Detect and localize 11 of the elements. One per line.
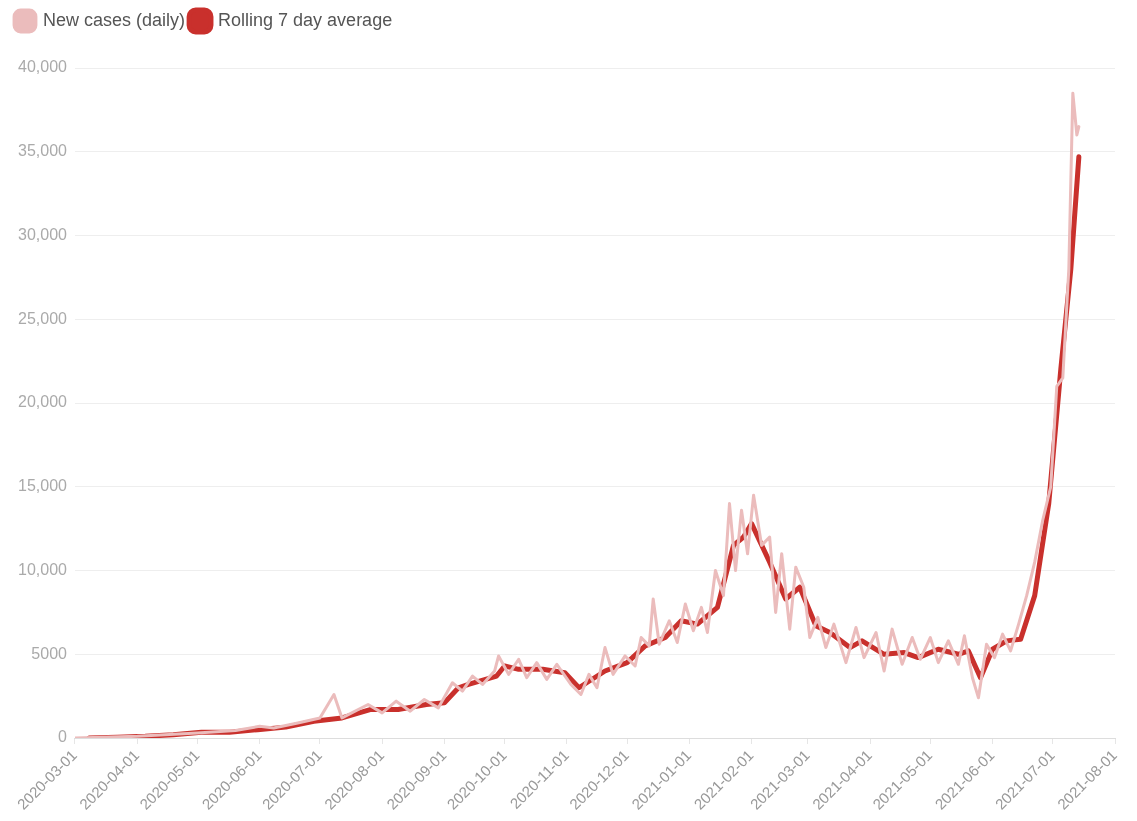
y-tick-label: 15,000 [18,477,68,495]
y-tick-label: 20,000 [18,393,68,411]
y-tick-label: 30,000 [18,225,68,243]
legend-label: Rolling 7 day average [218,9,393,30]
y-tick-label: 35,000 [18,142,68,160]
y-tick-label: 40,000 [18,58,68,76]
y-tick-label: 10,000 [18,560,68,578]
y-tick-label: 25,000 [18,309,68,327]
y-tick-label: 0 [58,728,68,746]
y-tick-label: 5000 [31,644,68,662]
legend-label: New cases (daily) [43,9,186,30]
